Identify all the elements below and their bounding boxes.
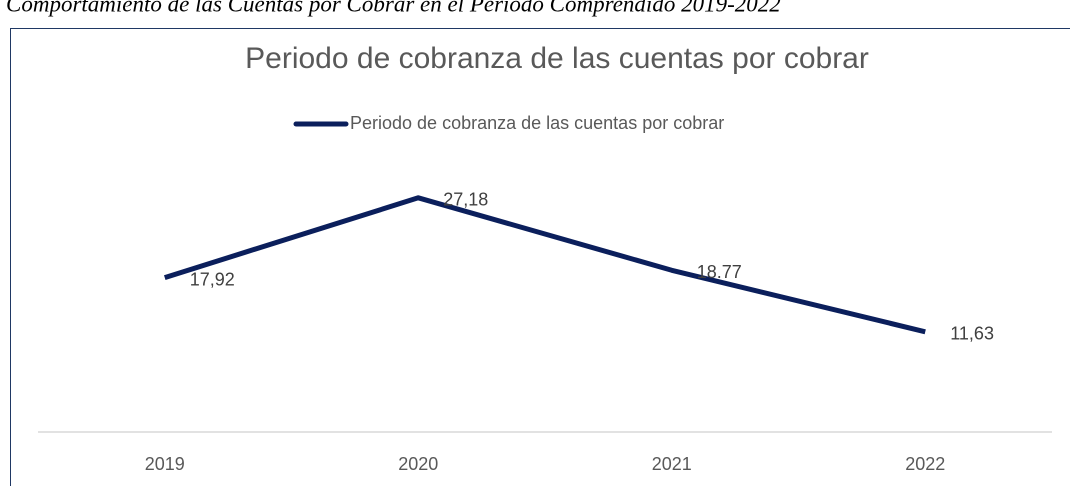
data-label: 11,63 (950, 324, 994, 344)
x-tick-label: 2020 (398, 454, 438, 474)
data-label: 17,92 (190, 269, 235, 289)
x-tick-label: 2021 (652, 454, 692, 474)
x-tick-label: 2022 (905, 454, 945, 474)
caption: Comportamiento de las Cuentas por Cobrar… (6, 0, 781, 16)
legend-label: Periodo de cobranza de las cuentas por c… (350, 113, 724, 133)
x-tick-label: 2019 (145, 454, 185, 474)
chart-frame (10, 28, 1070, 486)
data-line (163, 195, 926, 335)
data-label: 27,18 (443, 190, 488, 210)
chart-title: Periodo de cobranza de las cuentas por c… (245, 42, 869, 75)
data-label: 18.77 (697, 262, 742, 282)
